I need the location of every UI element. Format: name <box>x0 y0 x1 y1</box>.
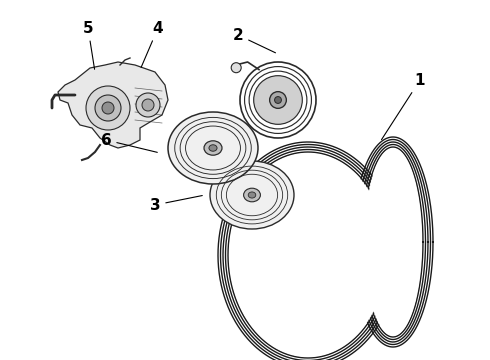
Circle shape <box>254 76 302 124</box>
Text: 1: 1 <box>382 72 425 140</box>
Circle shape <box>102 102 114 114</box>
Circle shape <box>86 86 130 130</box>
Ellipse shape <box>229 153 387 357</box>
Circle shape <box>231 63 241 73</box>
Circle shape <box>142 99 154 111</box>
Circle shape <box>270 92 286 108</box>
Circle shape <box>274 96 281 103</box>
Ellipse shape <box>364 148 422 336</box>
Polygon shape <box>58 62 168 148</box>
Ellipse shape <box>168 112 258 184</box>
Ellipse shape <box>248 192 256 198</box>
Text: 3: 3 <box>149 195 202 212</box>
Text: 6: 6 <box>100 132 157 152</box>
Circle shape <box>95 95 121 121</box>
Text: 2: 2 <box>233 27 275 53</box>
Ellipse shape <box>204 141 222 155</box>
Text: 5: 5 <box>83 21 95 69</box>
Ellipse shape <box>210 161 294 229</box>
Circle shape <box>136 93 160 117</box>
Ellipse shape <box>244 188 260 202</box>
Ellipse shape <box>209 145 217 151</box>
Text: 4: 4 <box>141 21 163 67</box>
